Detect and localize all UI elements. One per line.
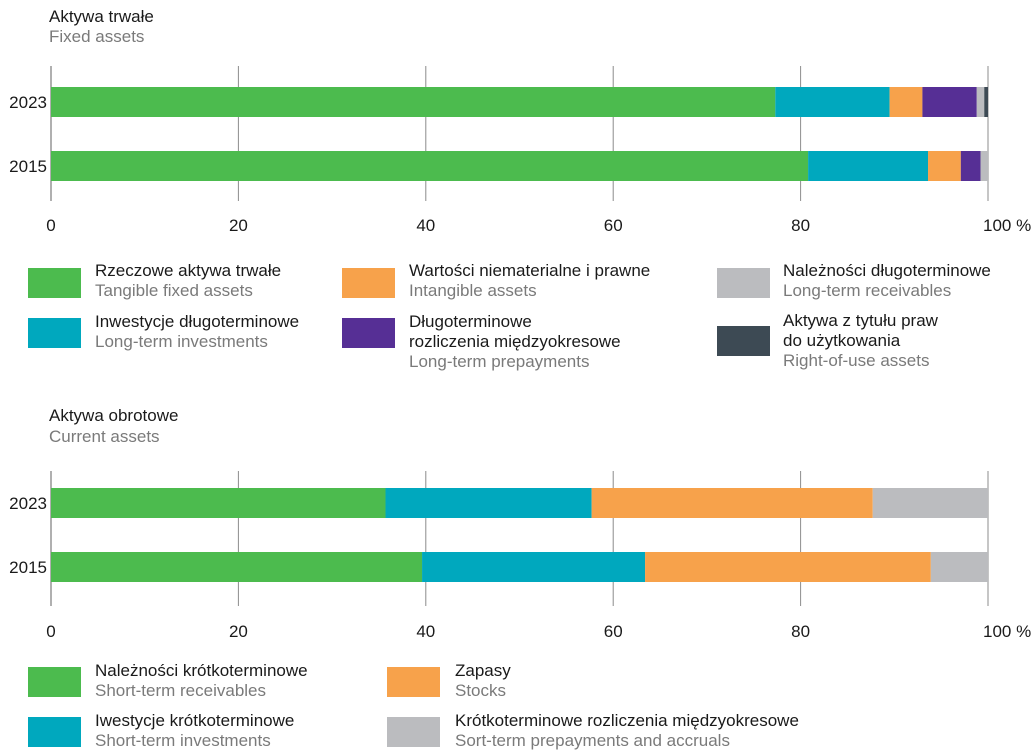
x-tick-label: 0 [46,622,55,641]
legend-item: Krótkoterminowe rozliczenia międzyokreso… [387,711,799,750]
legend-label-pl: Rzeczowe aktywa trwałe [95,261,281,280]
legend-label-en: Tangible fixed assets [95,281,253,300]
legend-swatch [28,318,81,348]
legend-label-en: Short-term investments [95,731,271,750]
category-label: 2023 [9,93,47,112]
legend-label-en: Long-term prepayments [409,352,589,371]
x-tick-label: 20 [229,216,248,235]
bar-segment [976,87,985,117]
legend-label-pl: Krótkoterminowe rozliczenia międzyokreso… [455,711,799,730]
legend-swatch [387,717,440,747]
bar-segment [422,552,646,582]
bar-segment [645,552,931,582]
chart-title: Aktywa obrotowe [49,406,178,425]
x-tick-label: 0 [46,216,55,235]
bar-segment [928,151,961,181]
x-tick-label: 80 [791,216,810,235]
bar-segment [930,552,988,582]
x-tick-label: 40 [416,622,435,641]
bar-segment [51,488,386,518]
legend-label-en: Long-term receivables [783,281,951,300]
chart-title: Aktywa trwałe [49,7,154,26]
legend-swatch [717,326,770,356]
bar-segment [872,488,988,518]
bar-segment [591,488,873,518]
chart-panel-2: Aktywa obrotowe Current assets 0 20 40 60 80 10… [9,406,1031,750]
category-label: 2015 [9,558,47,577]
bar-segment [51,552,423,582]
x-tick-label: 100 % [983,216,1031,235]
bar-segment [922,87,977,117]
legend-label-en: Short-term receivables [95,681,266,700]
legend-label-pl: Należności długoterminowe [783,261,991,280]
legend-swatch [28,268,81,298]
category-label: 2023 [9,494,47,513]
bar-segment [889,87,923,117]
legend-label-pl: Długoterminowe rozliczenia międzyokresowe [409,312,621,351]
legend-label-en: Stocks [455,681,506,700]
bar-segment [775,87,890,117]
chart-subtitle: Fixed assets [49,27,144,46]
legend-label-en: Long-term investments [95,332,268,351]
legend-label-en: Sort-term prepayments and accruals [455,731,730,750]
legend-label-pl: Wartości niematerialne i prawne [409,261,650,280]
category-label: 2015 [9,157,47,176]
x-tick-label: 100 % [983,622,1031,641]
x-tick-label: 80 [791,622,810,641]
legend-item: Długoterminowe rozliczenia międzyokresowe… [342,312,621,371]
legend-swatch [28,717,81,747]
legend-swatch [717,268,770,298]
legend-swatch [342,318,395,348]
legend-label-pl: Inwestycje długoterminowe [95,312,299,331]
legend-label-en: Intangible assets [409,281,537,300]
legend-item: Wartości niematerialne i prawneIntangibl… [342,261,650,300]
bar-segment [960,151,981,181]
x-tick-label: 20 [229,622,248,641]
bar-segment [51,87,776,117]
bar-segment [980,151,988,181]
legend-swatch [342,268,395,298]
legend-item: Aktywa z tytułu praw do użytkowaniaRight-… [717,311,939,370]
bar-segment [51,151,809,181]
chart-subtitle: Current assets [49,427,160,446]
legend-label-en: Right-of-use assets [783,351,929,370]
bar-segment [808,151,929,181]
legend-label-pl: Należności krótkoterminowe [95,661,308,680]
legend-swatch [387,667,440,697]
x-tick-label: 60 [604,622,623,641]
legend-swatch [28,667,81,697]
bar-segment [385,488,592,518]
x-tick-label: 40 [416,216,435,235]
legend-label-pl: Iwestycje krótkoterminowe [95,711,294,730]
x-tick-label: 60 [604,216,623,235]
legend-label-pl: Zapasy [455,661,511,680]
legend-label-pl: Aktywa z tytułu praw do użytkowania [783,311,939,350]
bar-segment [984,87,988,117]
